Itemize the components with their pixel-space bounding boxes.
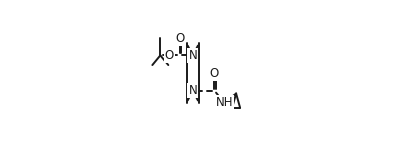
Text: N: N [188,84,197,97]
Text: O: O [165,49,174,62]
Text: O: O [210,67,219,80]
Text: O: O [175,32,184,45]
Text: NH: NH [216,96,233,109]
Text: N: N [188,49,197,62]
